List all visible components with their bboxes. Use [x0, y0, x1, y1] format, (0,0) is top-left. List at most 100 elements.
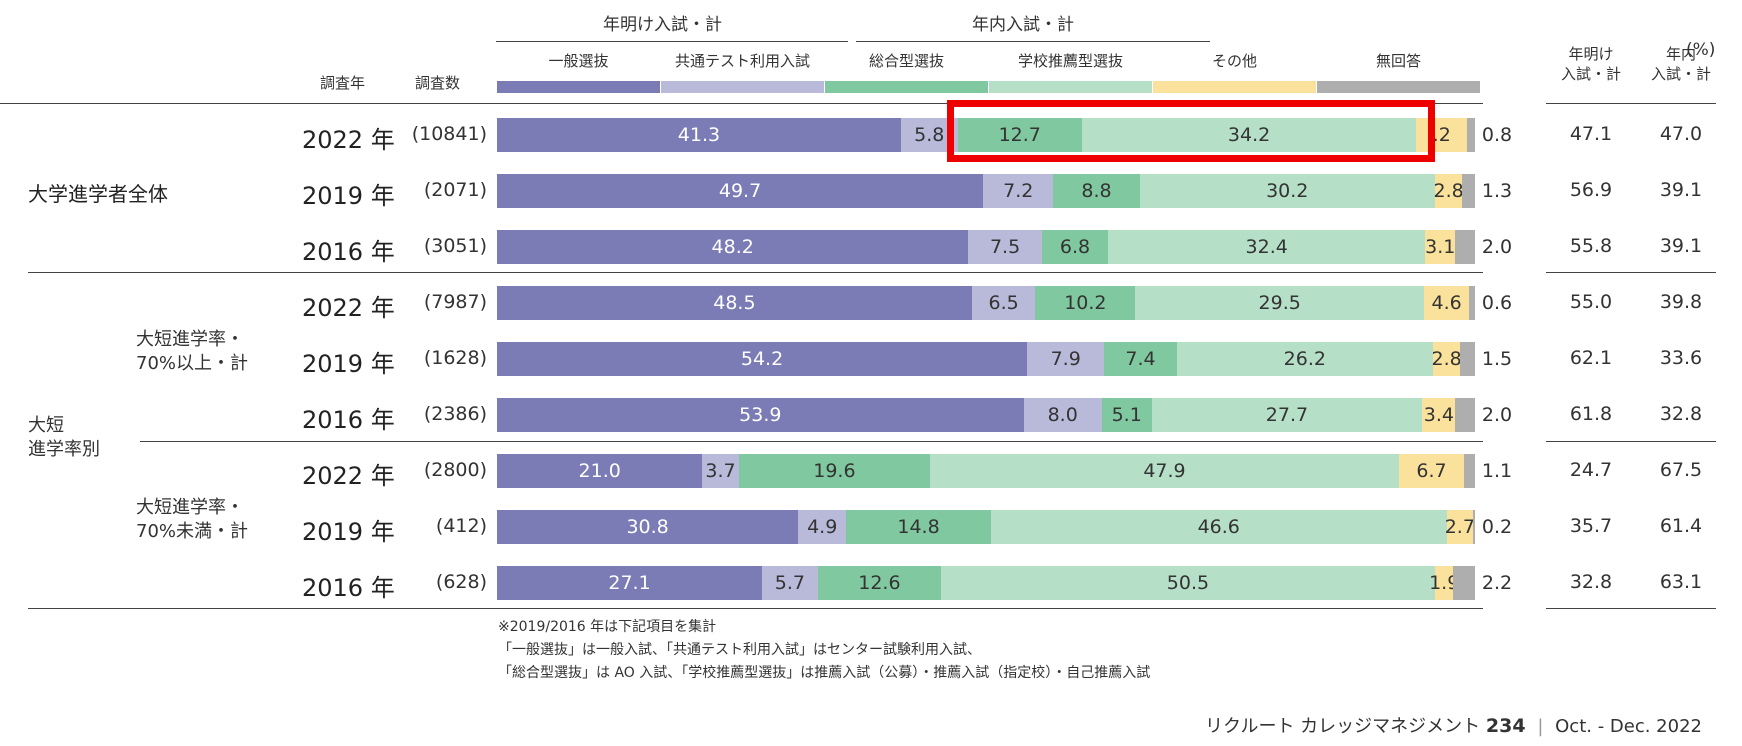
highlight-box [947, 100, 1435, 162]
stacked-bar-5: 53.9 8.0 5.1 27.7 3.4 2.0 [497, 398, 1512, 432]
bar-label-6-0: 21.0 [578, 460, 621, 482]
bar-segment-2-5 [1455, 230, 1475, 264]
row-count-3: (7987) [423, 291, 487, 313]
bar-segment-3-1 [971, 286, 1036, 320]
row-count-7: (412) [435, 515, 487, 537]
legend-swatch-5 [1317, 81, 1480, 93]
bar-segment-3-5 [1469, 286, 1475, 320]
bar-segment-5-0 [497, 398, 1024, 432]
bar-label-3-0: 48.5 [713, 292, 756, 314]
bar-segment-7-3 [990, 510, 1447, 544]
bar-label-4-5: 1.5 [1481, 348, 1513, 370]
bar-label-1-5: 1.3 [1481, 180, 1513, 202]
legend-swatch-0 [497, 81, 660, 93]
row-within-year-6: 67.5 [1659, 459, 1703, 481]
bar-label-3-5: 0.6 [1481, 292, 1513, 314]
bar-label-2-2: 6.8 [1059, 236, 1091, 258]
bar-segment-0-0 [497, 118, 901, 152]
row-within-year-8: 63.1 [1659, 571, 1703, 593]
bar-segment-2-4 [1425, 230, 1456, 264]
legend-label-5: 無回答 [1375, 52, 1421, 70]
survey-year-header: 調査年 [320, 74, 366, 92]
stacked-bar-6: 21.0 3.7 19.6 47.9 6.7 1.1 [497, 454, 1512, 488]
bar-label-6-1: 3.7 [705, 460, 736, 482]
bar-label-0-2: 12.7 [998, 124, 1041, 146]
bar-label-2-4: 3.1 [1425, 236, 1456, 258]
bar-segment-7-5 [1473, 510, 1475, 544]
bar-label-6-5: 1.1 [1481, 460, 1513, 482]
bar-segment-7-2 [846, 510, 991, 544]
row-within-year-4: 33.6 [1659, 347, 1703, 369]
legend-swatch-4 [1153, 81, 1316, 93]
bar-segment-4-0 [497, 342, 1028, 376]
bar-segment-5-4 [1422, 398, 1456, 432]
bar-segment-2-3 [1108, 230, 1426, 264]
row-count-0: (10841) [411, 123, 487, 145]
after-new-year-col-header: 年明け 入試・計 [1560, 45, 1621, 83]
group-header-within-year-line [856, 41, 1210, 42]
bar-label-7-1: 4.9 [807, 516, 838, 538]
bar-label-4-0: 54.2 [740, 348, 784, 370]
row-after-new-year-4: 62.1 [1569, 347, 1613, 369]
bar-segment-6-2 [738, 454, 931, 488]
note-line-3: 「総合型選抜」は AO 入試、「学校推薦型選抜」は推薦入試（公募）・推薦入試（指… [498, 665, 1151, 681]
right-group-separator-1 [1546, 272, 1716, 273]
bar-segment-0-3 [1081, 118, 1417, 152]
row-count-4: (1628) [423, 347, 487, 369]
legend-swatch-1 [661, 81, 824, 93]
row-year-0: 2022 年 [302, 126, 395, 154]
stacked-bar-0: 41.3 5.8 12.7 34.2 .2 0.8 [497, 118, 1512, 152]
row-count-1: (2071) [423, 179, 487, 201]
bar-label-4-3: 26.2 [1283, 348, 1326, 370]
bar-label-0-5: 0.8 [1481, 124, 1513, 146]
stacked-bar-7: 30.8 4.9 14.8 46.6 2.7 0.2 [497, 510, 1512, 544]
bar-segment-4-1 [1027, 342, 1105, 376]
bar-segment-4-2 [1104, 342, 1177, 376]
bar-segment-1-4 [1434, 174, 1463, 208]
bar-label-8-2: 12.6 [858, 572, 901, 594]
row-after-new-year-1: 56.9 [1569, 179, 1613, 201]
bar-label-4-2: 7.4 [1125, 348, 1156, 370]
bar-segment-5-1 [1023, 398, 1102, 432]
row-after-new-year-3: 55.0 [1569, 291, 1613, 313]
bar-segment-6-3 [930, 454, 1399, 488]
bar-label-2-1: 7.5 [989, 236, 1021, 258]
bar-label-3-2: 10.2 [1064, 292, 1107, 314]
bar-label-1-1: 7.2 [1003, 180, 1034, 202]
bar-segment-8-2 [817, 566, 941, 600]
row-year-8: 2016 年 [302, 574, 395, 602]
bar-segment-1-3 [1139, 174, 1435, 208]
stacked-bar-2: 48.2 7.5 6.8 32.4 3.1 2.0 [497, 230, 1512, 264]
bar-label-3-1: 6.5 [988, 292, 1019, 314]
bar-segment-5-3 [1151, 398, 1423, 432]
bar-segment-2-1 [968, 230, 1042, 264]
subgroup-separator [140, 441, 1483, 442]
bar-segment-3-2 [1035, 286, 1136, 320]
bar-label-0-0: 41.3 [677, 124, 721, 146]
row-year-1: 2019 年 [302, 182, 395, 210]
bar-label-3-4: 4.6 [1431, 292, 1462, 314]
row-after-new-year-8: 32.8 [1569, 571, 1613, 593]
row-count-5: (2386) [423, 403, 487, 425]
footer-publication: リクルート カレッジマネジメント [1204, 716, 1481, 737]
row-year-6: 2022 年 [302, 462, 395, 490]
row-after-new-year-6: 24.7 [1569, 459, 1613, 481]
bar-segment-4-3 [1176, 342, 1433, 376]
row-within-year-7: 61.4 [1659, 515, 1703, 537]
legend-label-2: 総合型選抜 [868, 52, 944, 70]
bar-segment-8-4 [1434, 566, 1454, 600]
legend-swatch-2 [825, 81, 988, 93]
bar-label-8-1: 5.7 [774, 572, 806, 594]
bar-segment-8-3 [941, 566, 1435, 600]
table-top-rule [0, 103, 1483, 104]
footer: リクルート カレッジマネジメント 234 | Oct. - Dec. 2022 [1205, 712, 1702, 738]
table-bottom-rule [28, 608, 1483, 609]
bar-segment-6-0 [497, 454, 703, 488]
bar-label-5-5: 2.0 [1481, 404, 1513, 426]
note-line-2: 「一般選抜」は一般入試、「共通テスト利用入試」はセンター試験利用入試、 [498, 642, 981, 658]
group-header-after-new-year-line [496, 41, 848, 42]
bar-label-2-3: 32.4 [1245, 236, 1288, 258]
bar-segment-4-5 [1460, 342, 1475, 376]
bar-label-7-3: 46.6 [1197, 516, 1240, 538]
bar-segment-8-0 [497, 566, 763, 600]
